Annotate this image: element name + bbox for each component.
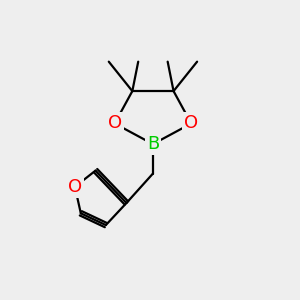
Text: O: O [68,178,82,196]
Text: O: O [184,115,198,133]
Text: O: O [108,115,122,133]
Text: B: B [147,135,159,153]
